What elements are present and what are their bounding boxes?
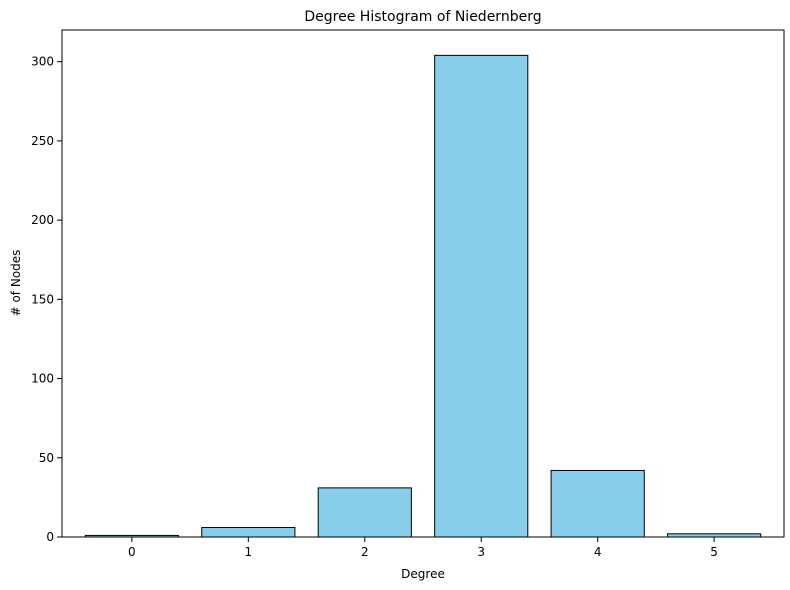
bar-degree-3 bbox=[434, 54, 529, 538]
y-tick-label: 300 bbox=[31, 55, 54, 69]
y-axis-ticks: 0 50 100 150 200 250 300 bbox=[31, 55, 62, 544]
y-tick-label: 100 bbox=[31, 372, 54, 386]
x-tick-label: 0 bbox=[128, 545, 136, 559]
bar-degree-2 bbox=[317, 487, 412, 538]
y-tick-label: 150 bbox=[31, 292, 54, 306]
chart-title: Degree Histogram of Niedernberg bbox=[304, 9, 541, 25]
x-axis-ticks: 0 1 2 3 4 5 bbox=[128, 537, 718, 559]
x-axis-label: Degree bbox=[401, 567, 445, 581]
x-tick-label: 3 bbox=[477, 545, 485, 559]
x-tick-label: 5 bbox=[710, 545, 718, 559]
y-tick-label: 200 bbox=[31, 213, 54, 227]
y-tick-label: 250 bbox=[31, 134, 54, 148]
y-tick-label: 50 bbox=[39, 451, 54, 465]
plot-area-frame bbox=[61, 29, 785, 538]
y-axis-label: # of Nodes bbox=[9, 250, 23, 317]
x-tick-label: 4 bbox=[594, 545, 602, 559]
bar-degree-1 bbox=[201, 526, 296, 538]
x-tick-label: 1 bbox=[245, 545, 253, 559]
bars-group bbox=[84, 54, 762, 538]
x-tick-label: 2 bbox=[361, 545, 369, 559]
bar-degree-4 bbox=[550, 469, 645, 538]
y-tick-label: 0 bbox=[46, 530, 54, 544]
